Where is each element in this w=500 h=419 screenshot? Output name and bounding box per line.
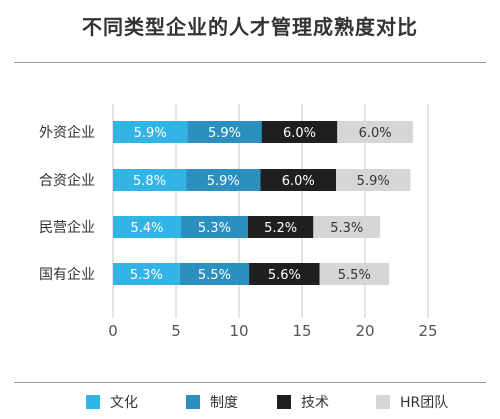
legend-swatch [186, 395, 200, 409]
data-label: 5.9% [207, 174, 240, 189]
title-divider [14, 62, 486, 63]
bar-segment [313, 216, 381, 238]
data-label: 5.9% [357, 174, 390, 189]
data-label: 5.5% [198, 268, 231, 283]
legend-swatch [376, 395, 390, 409]
bar-segment [113, 216, 182, 238]
x-tick-label: 20 [355, 322, 374, 340]
bar-segment [113, 169, 187, 191]
category-label: 外资企业 [39, 124, 95, 141]
data-label: 6.0% [359, 126, 392, 141]
legend-divider [14, 382, 486, 383]
legend-swatch [86, 395, 100, 409]
category-label: 合资企业 [39, 172, 95, 189]
data-label: 5.8% [133, 174, 166, 189]
bar-segment [336, 169, 411, 191]
x-tick-label: 15 [292, 322, 311, 340]
bar-stacks [113, 121, 413, 285]
data-label: 5.3% [330, 221, 363, 236]
legend-item: 制度 [186, 392, 238, 412]
legend-item: 文化 [86, 392, 138, 412]
category-label: 国有企业 [39, 266, 95, 283]
data-label: 5.3% [198, 221, 231, 236]
bar-segment [113, 263, 180, 285]
data-label: 5.4% [131, 221, 164, 236]
x-tick-label: 25 [418, 322, 437, 340]
bar-segment [261, 121, 338, 143]
bar-segment [179, 263, 250, 285]
data-label: 5.2% [264, 221, 297, 236]
data-label: 5.5% [338, 268, 371, 283]
bar-segment [187, 121, 262, 143]
x-tick-label: 0 [108, 322, 118, 340]
legend-item: 技术 [277, 392, 329, 412]
bar-segment [249, 263, 320, 285]
legend-item: HR团队 [376, 392, 448, 412]
bar-segment [337, 121, 413, 143]
bar-segment [319, 263, 389, 285]
legend: 文化 制度 技术 HR团队 [0, 392, 500, 412]
data-label: 5.3% [130, 268, 163, 283]
chart-title: 不同类型企业的人才管理成熟度对比 [82, 15, 418, 39]
category-label: 民营企业 [39, 219, 95, 236]
legend-label: HR团队 [400, 395, 449, 411]
data-label: 5.6% [268, 268, 301, 283]
legend-label: 文化 [110, 395, 138, 411]
bar-segment [113, 121, 188, 143]
bar-segment [181, 216, 248, 238]
x-tick-label: 10 [229, 322, 248, 340]
data-label: 6.0% [282, 174, 315, 189]
x-axis-ticks: 0 5 10 15 20 25 [108, 322, 437, 340]
bar-segment [260, 169, 337, 191]
legend-label: 制度 [210, 395, 238, 411]
x-tick-label: 5 [171, 322, 181, 340]
data-label: 6.0% [283, 126, 316, 141]
data-label: 5.9% [208, 126, 241, 141]
legend-label: 技术 [301, 395, 329, 411]
data-labels: 5.9% 5.9% 6.0% 6.0% 5.8% 5.9% 6.0% 5.9% 5.4% 5.3%… [130, 126, 392, 283]
legend-swatch [277, 395, 291, 409]
data-label: 5.9% [134, 126, 167, 141]
bar-segment [247, 216, 314, 238]
bar-segment [186, 169, 261, 191]
